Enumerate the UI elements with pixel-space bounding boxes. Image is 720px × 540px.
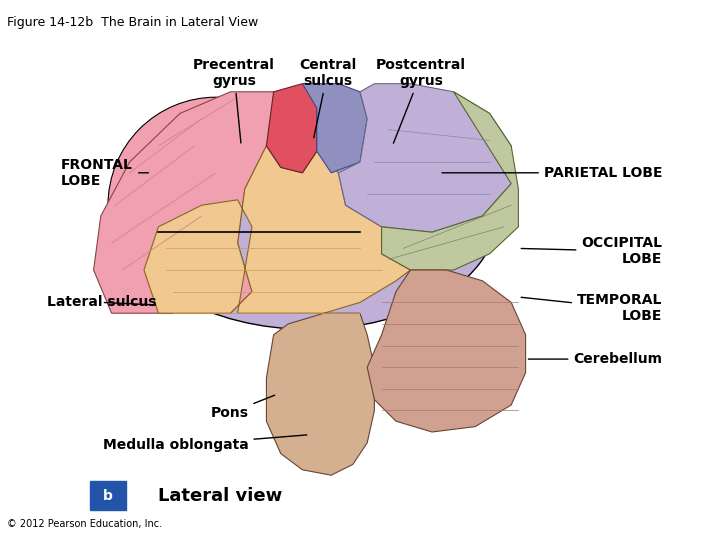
Polygon shape bbox=[266, 84, 317, 173]
Text: © 2012 Pearson Education, Inc.: © 2012 Pearson Education, Inc. bbox=[7, 519, 162, 529]
Text: Figure 14-12b  The Brain in Lateral View: Figure 14-12b The Brain in Lateral View bbox=[7, 16, 258, 29]
FancyBboxPatch shape bbox=[90, 481, 126, 510]
Text: Cerebellum: Cerebellum bbox=[528, 352, 662, 366]
Text: Lateral view: Lateral view bbox=[158, 487, 283, 505]
Polygon shape bbox=[367, 270, 526, 432]
Polygon shape bbox=[338, 84, 511, 232]
Text: Precentral
gyrus: Precentral gyrus bbox=[193, 58, 275, 143]
Ellipse shape bbox=[108, 97, 324, 313]
Text: TEMPORAL
LOBE: TEMPORAL LOBE bbox=[521, 293, 662, 323]
Text: OCCIPITAL
LOBE: OCCIPITAL LOBE bbox=[521, 236, 662, 266]
Text: Postcentral
gyrus: Postcentral gyrus bbox=[376, 58, 467, 143]
Text: Lateral sulcus: Lateral sulcus bbox=[47, 295, 156, 309]
Text: Central
sulcus: Central sulcus bbox=[299, 58, 356, 138]
Polygon shape bbox=[94, 92, 288, 313]
Polygon shape bbox=[302, 84, 367, 173]
Text: b: b bbox=[103, 489, 113, 503]
Text: FRONTAL
LOBE: FRONTAL LOBE bbox=[61, 158, 148, 188]
Text: Pons: Pons bbox=[210, 395, 274, 420]
Text: Medulla oblongata: Medulla oblongata bbox=[103, 435, 307, 453]
Text: PARIETAL LOBE: PARIETAL LOBE bbox=[442, 166, 662, 180]
Polygon shape bbox=[266, 313, 374, 475]
Polygon shape bbox=[382, 92, 518, 270]
Polygon shape bbox=[144, 146, 410, 313]
Ellipse shape bbox=[122, 103, 497, 329]
